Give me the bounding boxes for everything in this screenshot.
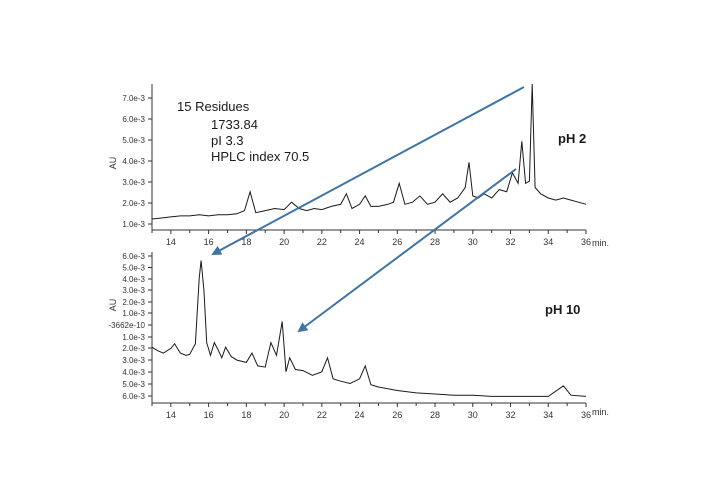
- ph2-x-tick-label: 34: [543, 237, 553, 247]
- annotation-mass: 1733.84: [211, 117, 258, 132]
- arrow-ph2-to-ph10-main: [211, 86, 525, 255]
- ph10-x-ticks: 14 16 18 20 22 24 26 28 30 32 34 36: [151, 403, 591, 420]
- ph2-title: pH 2: [558, 131, 586, 146]
- ph2-x-tick-label: 24: [355, 237, 365, 247]
- peptide-annotation: 15 Residues 1733.84 pI 3.3 HPLC index 70…: [177, 99, 309, 164]
- ph2-x-tick-label: 20: [279, 237, 289, 247]
- annotation-title: 15 Residues: [177, 99, 250, 114]
- ph10-y-tick-label: 3.0e-3: [122, 356, 145, 365]
- ph10-chromatogram-trace: [151, 260, 587, 397]
- ph2-y-ticks: 1.0e-3 2.0e-3 3.0e-3 4.0e-3 5.0e-3 6.0e-3 7.0e…: [122, 94, 152, 229]
- ph10-x-tick-label: 14: [166, 410, 176, 420]
- ph10-x-tick-label: 26: [392, 410, 402, 420]
- ph10-x-tick-label: 34: [543, 410, 553, 420]
- ph10-y-tick-label: 5.0e-3: [122, 264, 145, 273]
- ph10-x-unit-label: min.: [592, 407, 609, 417]
- ph10-x-tick-label: 28: [430, 410, 440, 420]
- ph10-y-tick-label: -3662e-10: [109, 321, 146, 330]
- ph10-x-tick-label: 16: [204, 410, 214, 420]
- ph10-y-tick-label: 2.0e-3: [122, 298, 145, 307]
- ph10-x-tick-label: 36: [581, 410, 591, 420]
- ph10-y-tick-label: 5.0e-3: [122, 380, 145, 389]
- ph10-y-tick-label: 1.0e-3: [122, 333, 145, 342]
- ph2-x-tick-label: 14: [166, 237, 176, 247]
- ph10-y-tick-label: 6.0e-3: [122, 392, 145, 401]
- ph2-x-tick-label: 16: [204, 237, 214, 247]
- ph2-y-tick-label: 6.0e-3: [122, 115, 145, 124]
- ph10-x-tick-label: 24: [355, 410, 365, 420]
- ph2-x-tick-label: 30: [468, 237, 478, 247]
- ph2-chromatogram-trace: [151, 83, 587, 220]
- ph10-y-tick-label: 1.0e-3: [122, 309, 145, 318]
- ph2-y-tick-label: 2.0e-3: [122, 199, 145, 208]
- ph2-x-unit-label: min.: [592, 238, 609, 248]
- ph10-y-tick-label: 3.0e-3: [122, 286, 145, 295]
- ph10-y-tick-label: 6.0e-3: [122, 252, 145, 261]
- ph2-x-tick-label: 32: [506, 237, 516, 247]
- chart-ph10: AU 6.0e-3 5.0e-3 4.0e-3 3.0e-3 2.0e-3 1.0e-3 -…: [108, 252, 609, 420]
- ph2-y-axis-label: AU: [108, 157, 118, 170]
- ph2-x-tick-label: 26: [392, 237, 402, 247]
- ph2-x-tick-label: 36: [581, 237, 591, 247]
- ph2-x-tick-label: 18: [241, 237, 251, 247]
- ph10-y-ticks: 6.0e-3 5.0e-3 4.0e-3 3.0e-3 2.0e-3 1.0e-3 -366…: [109, 252, 152, 401]
- ph10-y-tick-label: 4.0e-3: [122, 368, 145, 377]
- ph2-y-tick-label: 5.0e-3: [122, 136, 145, 145]
- annotation-hplc: HPLC index 70.5: [211, 149, 309, 164]
- annotation-pi: pI 3.3: [211, 133, 244, 148]
- ph10-x-tick-label: 22: [317, 410, 327, 420]
- ph10-x-tick-label: 20: [279, 410, 289, 420]
- ph2-y-tick-label: 1.0e-3: [122, 220, 145, 229]
- ph2-y-tick-label: 3.0e-3: [122, 178, 145, 187]
- arrow-ph2-to-ph10-secondary: [297, 168, 517, 333]
- ph2-x-tick-label: 28: [430, 237, 440, 247]
- ph10-x-tick-label: 30: [468, 410, 478, 420]
- ph2-y-tick-label: 4.0e-3: [122, 157, 145, 166]
- ph10-x-tick-label: 32: [506, 410, 516, 420]
- ph2-x-tick-label: 22: [317, 237, 327, 247]
- chart-ph2: AU 1.0e-3 2.0e-3 3.0e-3 4.0e-3 5.0e-3 6.0e-3 7…: [108, 83, 609, 248]
- ph2-x-ticks: 14 16 18 20 22 24 26 28 30 32 34 36: [151, 230, 591, 247]
- ph10-title: pH 10: [545, 302, 580, 317]
- ph10-y-tick-label: 2.0e-3: [122, 344, 145, 353]
- ph2-y-tick-label: 7.0e-3: [122, 94, 145, 103]
- ph10-x-tick-label: 18: [241, 410, 251, 420]
- ph10-y-tick-label: 4.0e-3: [122, 275, 145, 284]
- ph10-y-axis-label: AU: [108, 299, 118, 312]
